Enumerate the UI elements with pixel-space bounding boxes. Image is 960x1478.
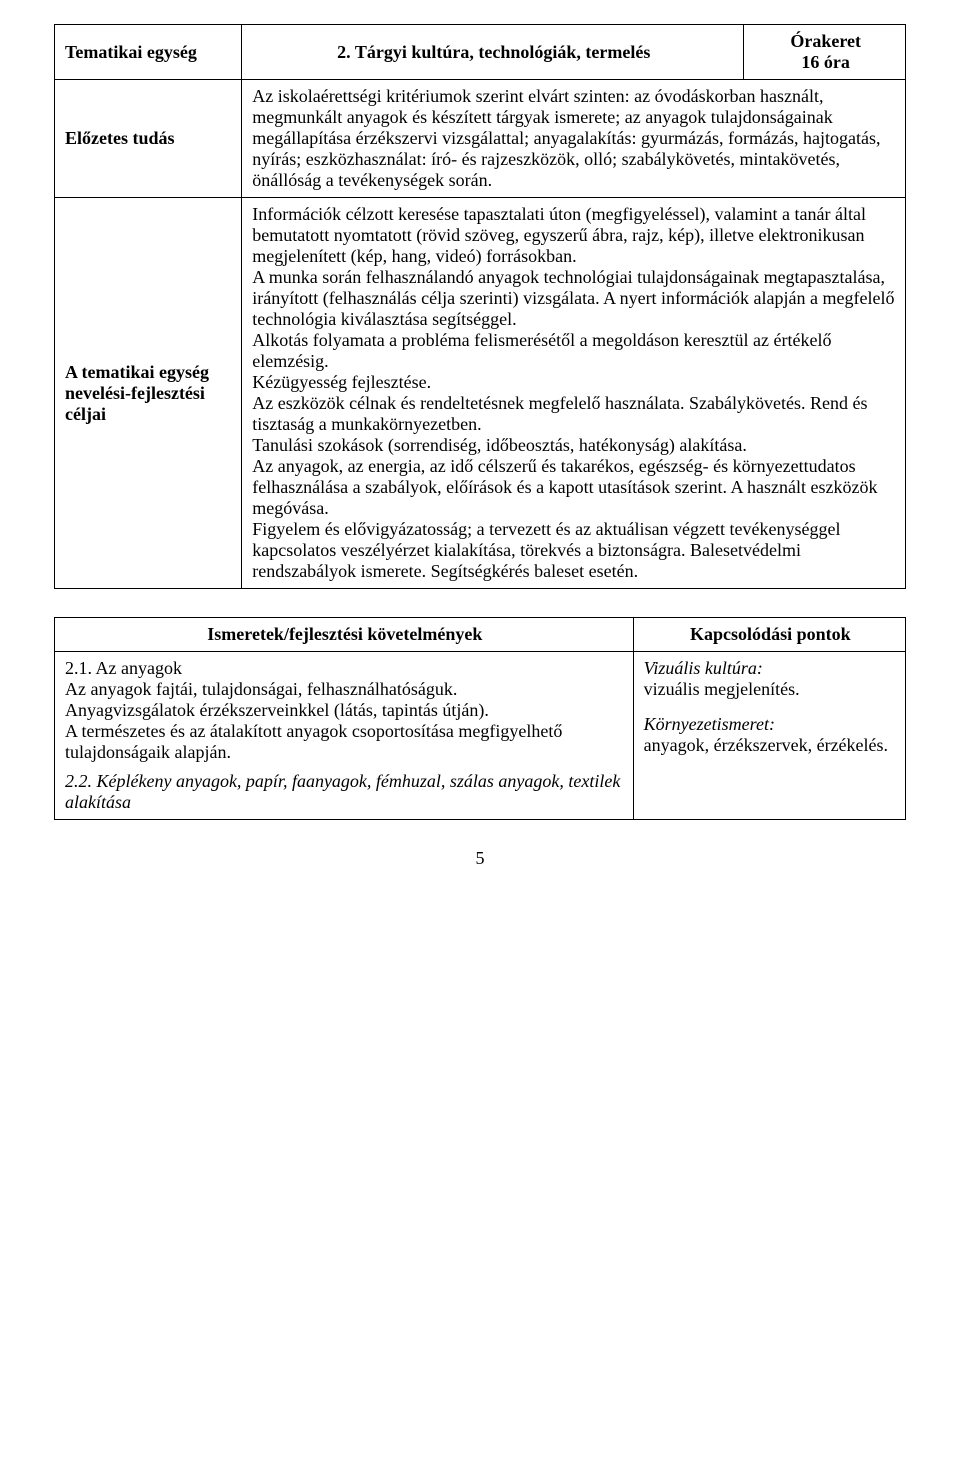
req-header-right: Kapcsolódási pontok — [633, 618, 905, 652]
header-center: 2. Tárgyi kultúra, technológiák, termelé… — [242, 25, 744, 80]
link-text: anyagok, érzékszervek, érzékelés. — [644, 735, 897, 756]
table-row: A tematikai egység nevelési-fejlesztési … — [55, 198, 906, 589]
header-left: Tematikai egység — [55, 25, 242, 80]
prior-knowledge-content: Az iskolaérettségi kritériumok szerint e… — [242, 80, 906, 198]
goals-label: A tematikai egység nevelési-fejlesztési … — [55, 198, 242, 589]
table-row: Előzetes tudás Az iskolaérettségi kritér… — [55, 80, 906, 198]
goals-paragraph: Az anyagok, az energia, az idő célszerű … — [252, 456, 897, 519]
page-number: 5 — [54, 848, 906, 869]
prior-knowledge-label: Előzetes tudás — [55, 80, 242, 198]
goals-content: Információk célzott keresése tapasztalat… — [242, 198, 906, 589]
req-line: Anyagvizsgálatok érzékszerveinkkel (látá… — [65, 700, 623, 721]
req-italic-line: 2.2. Képlékeny anyagok, papír, faanyagok… — [65, 771, 623, 813]
goals-paragraph: A munka során felhasználandó anyagok tec… — [252, 267, 897, 330]
req-line: A természetes és az átalakított anyagok … — [65, 721, 623, 763]
req-header-left: Ismeretek/fejlesztési követelmények — [55, 618, 634, 652]
page-content: Tematikai egység 2. Tárgyi kultúra, tech… — [0, 0, 960, 889]
table-row: Ismeretek/fejlesztési követelmények Kapc… — [55, 618, 906, 652]
table-row: 2.1. Az anyagok Az anyagok fajtái, tulaj… — [55, 652, 906, 820]
link-subject: Vizuális kultúra: — [644, 658, 897, 679]
link-subject: Környezetismeret: — [644, 714, 897, 735]
hour-frame-label: Órakeret — [754, 31, 897, 52]
goals-paragraph: Az eszközök célnak és rendeltetésnek meg… — [252, 393, 897, 435]
req-line: Az anyagok fajtái, tulajdonságai, felhas… — [65, 679, 623, 700]
thematic-unit-table: Tematikai egység 2. Tárgyi kultúra, tech… — [54, 24, 906, 589]
goals-paragraph: Kézügyesség fejlesztése. — [252, 372, 897, 393]
hour-frame-value: 16 óra — [754, 52, 897, 73]
req-left-cell: 2.1. Az anyagok Az anyagok fajtái, tulaj… — [55, 652, 634, 820]
table-row: Tematikai egység 2. Tárgyi kultúra, tech… — [55, 25, 906, 80]
req-right-cell: Vizuális kultúra: vizuális megjelenítés.… — [633, 652, 905, 820]
goals-paragraph: Információk célzott keresése tapasztalat… — [252, 204, 897, 267]
req-section-title: 2.1. Az anyagok — [65, 658, 623, 679]
requirements-table: Ismeretek/fejlesztési követelmények Kapc… — [54, 617, 906, 820]
goals-paragraph: Alkotás folyamata a probléma felismerésé… — [252, 330, 897, 372]
link-text: vizuális megjelenítés. — [644, 679, 897, 700]
goals-paragraph: Figyelem és elővigyázatosság; a tervezet… — [252, 519, 897, 582]
spacer — [644, 700, 897, 714]
goals-paragraph: Tanulási szokások (sorrendiség, időbeosz… — [252, 435, 897, 456]
header-right: Órakeret 16 óra — [744, 25, 906, 80]
